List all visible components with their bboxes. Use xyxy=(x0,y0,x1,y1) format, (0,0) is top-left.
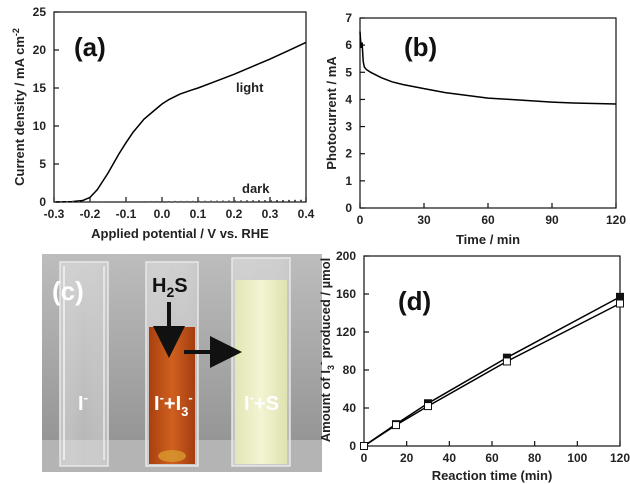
panel-label: (d) xyxy=(398,286,431,316)
y-tick-label: 160 xyxy=(336,287,356,301)
series-line xyxy=(53,41,307,203)
x-tick-label: 120 xyxy=(610,451,630,465)
light-series-label: light xyxy=(236,80,264,95)
vial-sulfur xyxy=(231,257,291,467)
y-tick-label: 20 xyxy=(33,43,47,57)
y-axis-label: Photocurrent / mA xyxy=(324,56,339,170)
x-tick-label: 90 xyxy=(545,213,559,227)
panel-label: (a) xyxy=(74,32,106,62)
open-square-point xyxy=(360,442,368,450)
series-group xyxy=(359,31,617,105)
x-tick-label: 30 xyxy=(417,213,431,227)
x-axis-label: Applied potential / V vs. RHE xyxy=(91,226,269,241)
x-tick-label: -0.1 xyxy=(116,207,137,221)
panel-a-chart: -0.3 -0.2 -0.1 0.0 0.1 0.2 0.3 0.4 0 5 10 15 20 25 (a… xyxy=(11,5,315,241)
x-tick-label: 0.2 xyxy=(226,207,243,221)
filled-square-point xyxy=(616,292,624,301)
open-square-point xyxy=(502,357,511,366)
x-tick-label: 0.3 xyxy=(262,207,279,221)
x-tick-label: 0.4 xyxy=(298,207,315,221)
x-tick-label: 60 xyxy=(485,451,499,465)
panel-label: (b) xyxy=(404,32,437,62)
plot-frame xyxy=(53,11,307,203)
panel-c-photo: H2S (c) I- I-+I3- I-+S xyxy=(42,254,322,472)
x-tick-label: 100 xyxy=(567,451,587,465)
y-tick-label: 25 xyxy=(33,5,47,19)
y-tick-label: 2 xyxy=(345,147,352,161)
open-square-point xyxy=(616,299,624,308)
series-line xyxy=(359,31,617,105)
x-tick-label: 80 xyxy=(528,451,542,465)
y-tick-label: 1 xyxy=(345,174,352,188)
y-tick-label: 40 xyxy=(343,401,357,415)
y-tick-label: 5 xyxy=(345,65,352,79)
dark-series-label: dark xyxy=(242,181,270,196)
x-axis-label: Time / min xyxy=(456,232,520,247)
series-group xyxy=(360,292,624,450)
y-tick-label: 0 xyxy=(39,195,46,209)
x-tick-label: 0 xyxy=(361,451,368,465)
x-tick-label: -0.2 xyxy=(80,207,101,221)
series-line xyxy=(363,302,621,447)
axis-ticks: 0 30 60 90 120 0 1 2 3 4 5 6 7 xyxy=(345,11,626,227)
y-tick-label: 4 xyxy=(345,92,352,106)
axis-ticks: 0 20 40 60 80 100 120 0 40 80 120 160 200 xyxy=(336,249,630,465)
x-tick-label: 0.0 xyxy=(154,207,171,221)
vial-sulfur-label: I-+S xyxy=(244,390,279,415)
x-tick-label: 0.1 xyxy=(190,207,207,221)
x-tick-label: 0 xyxy=(357,213,364,227)
plot-frame xyxy=(359,17,617,209)
vial-iodide-label: I- xyxy=(78,390,88,415)
y-tick-label: 10 xyxy=(33,119,47,133)
panel-label: (c) xyxy=(52,276,84,306)
y-tick-label: 80 xyxy=(343,363,357,377)
series-line xyxy=(363,296,621,447)
y-axis-label: Current density / mA cm-2 xyxy=(11,28,27,186)
plot-frame xyxy=(363,255,621,447)
y-tick-label: 0 xyxy=(345,201,352,215)
x-tick-label: 20 xyxy=(400,451,414,465)
y-tick-label: 6 xyxy=(345,38,352,52)
x-axis-label: Reaction time (min) xyxy=(432,468,553,483)
x-tick-label: 40 xyxy=(443,451,457,465)
open-square-point xyxy=(424,402,432,411)
series-line xyxy=(54,199,307,203)
y-tick-label: 0 xyxy=(349,439,356,453)
panel-b-chart: 0 30 60 90 120 0 1 2 3 4 5 6 7 (b) Time / min Photoc… xyxy=(324,11,626,247)
y-tick-label: 15 xyxy=(33,81,47,95)
vial-triiodide xyxy=(145,261,199,467)
panel-d-chart: 0 20 40 60 80 100 120 0 40 80 120 160 200 (d) Reacti… xyxy=(316,249,630,483)
y-tick-label: 3 xyxy=(345,120,352,134)
vial-triiodide-label: I-+I3- xyxy=(154,390,193,419)
open-square-point xyxy=(392,421,400,430)
series-group xyxy=(53,41,307,203)
y-tick-label: 200 xyxy=(336,249,356,263)
x-tick-label: -0.3 xyxy=(44,207,65,221)
y-tick-label: 7 xyxy=(345,11,352,25)
x-tick-label: 120 xyxy=(606,213,626,227)
h2s-label: H2S xyxy=(152,275,188,300)
y-tick-label: 5 xyxy=(39,157,46,171)
y-tick-label: 120 xyxy=(336,325,356,339)
x-tick-label: 60 xyxy=(481,213,495,227)
y-axis-label: Amount of I3- produced / µmol xyxy=(316,258,336,443)
vial-iodide xyxy=(59,261,109,467)
